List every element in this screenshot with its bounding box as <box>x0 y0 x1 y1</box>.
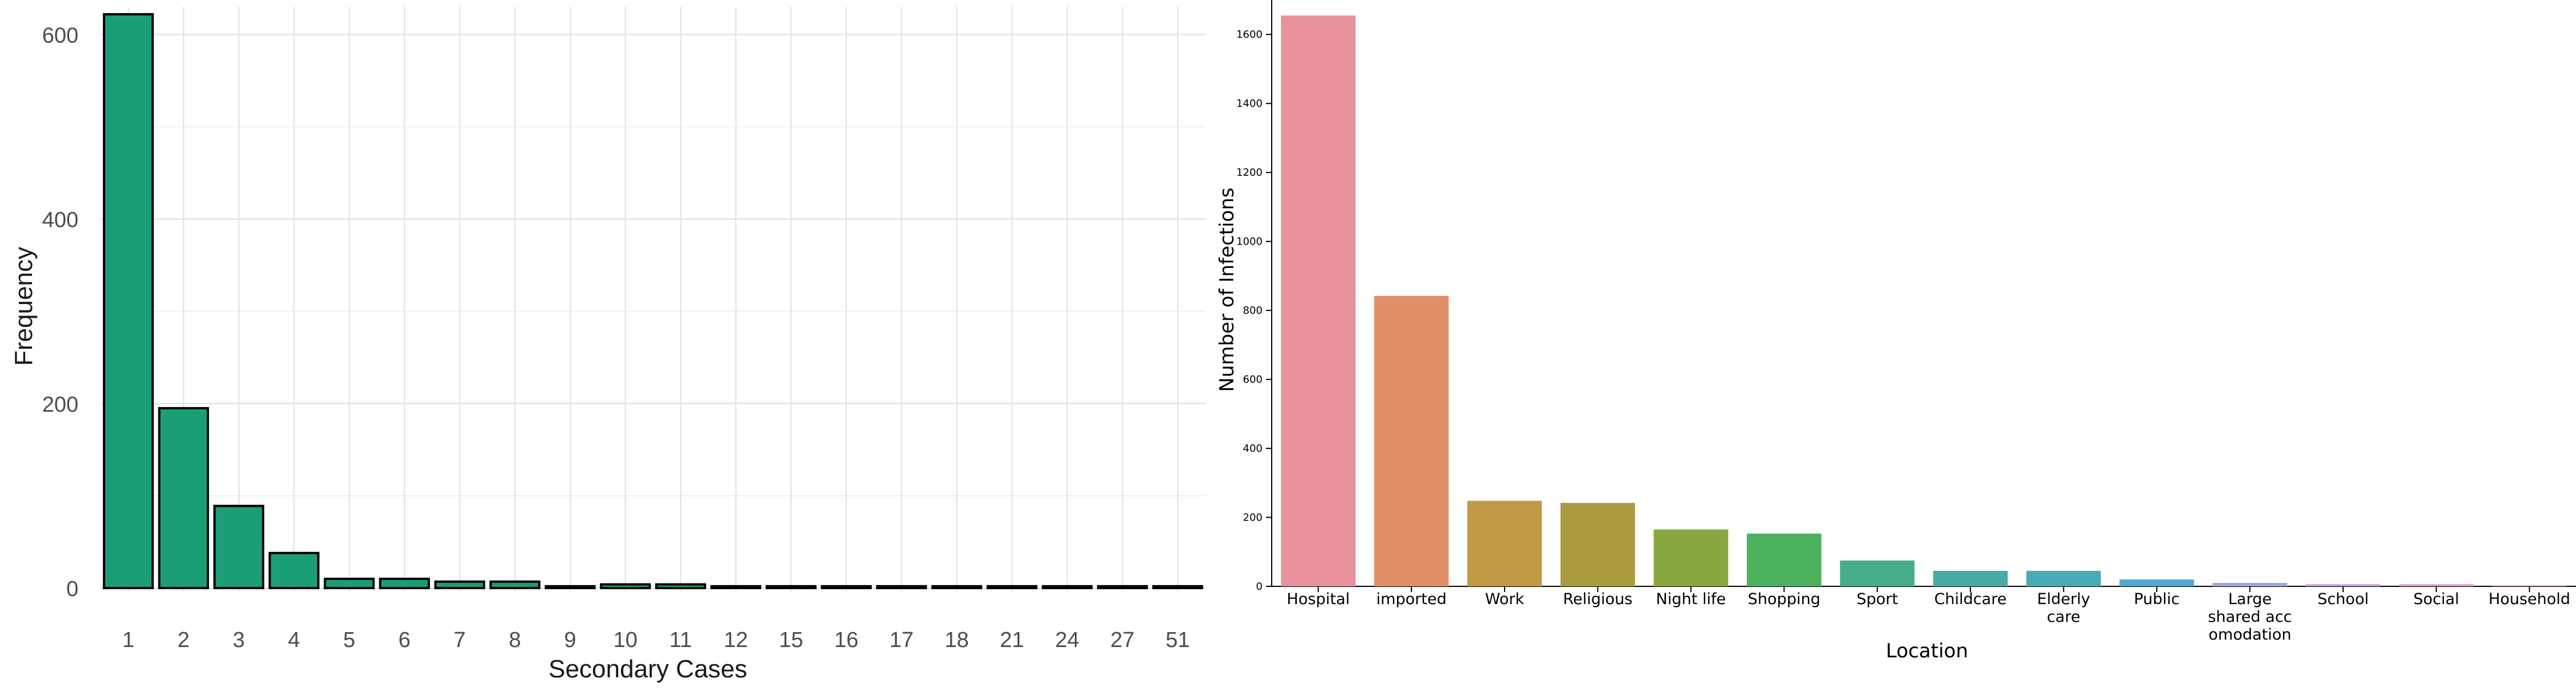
right-bar <box>1560 503 1635 586</box>
left-x-tick-label: 18 <box>945 628 969 652</box>
left-bar <box>821 585 872 589</box>
right-bar <box>1374 295 1449 586</box>
left-bars <box>102 13 1204 590</box>
right-y-tick-label: 1400 <box>1236 98 1263 110</box>
left-x-tick-label: 11 <box>670 628 692 652</box>
left-bar <box>1097 585 1148 589</box>
right-bar <box>1933 570 2008 586</box>
left-bar <box>434 580 485 590</box>
left-x-tick-label: 6 <box>398 628 410 652</box>
right-bar <box>1839 560 1915 586</box>
left-y-axis-title: Frequency <box>10 247 38 366</box>
left-x-tick-label: 1 <box>122 628 134 652</box>
right-y-axis-title: Number of Infections <box>1216 188 1238 392</box>
right-y-tick-labels: 0 200 400 600 800 1000 1200 1400 1600 <box>1236 29 1272 593</box>
left-x-tick-label: 4 <box>288 628 300 652</box>
left-x-axis-title: Secondary Cases <box>548 655 747 683</box>
left-x-tick-label: 51 <box>1166 628 1190 652</box>
right-bar <box>2119 579 2194 586</box>
right-x-axis-title: Location <box>1886 640 1968 663</box>
left-bar <box>489 580 541 590</box>
left-x-tick-label: 16 <box>834 628 858 652</box>
left-y-tick-label: 400 <box>42 208 78 232</box>
right-x-tick-label: Shopping <box>1748 590 1821 608</box>
left-y-tick-labels: 0 200 400 600 <box>42 23 78 601</box>
left-bar <box>213 504 264 589</box>
left-x-tick-label: 10 <box>614 628 638 652</box>
right-bar <box>1653 529 1728 586</box>
left-x-tick-label: 3 <box>233 628 245 652</box>
left-bar <box>158 407 209 589</box>
right-x-tick-label: Childcare <box>1934 590 2007 608</box>
left-x-tick-label: 7 <box>454 628 466 652</box>
left-x-tick-labels: 1 2 3 4 5 6 7 8 9 10 11 12 15 16 17 18 21 24 27 51 <box>122 628 1190 652</box>
right-x-tick-label: imported <box>1376 590 1447 608</box>
left-bar <box>986 585 1038 589</box>
right-y-tick-label: 400 <box>1243 443 1263 455</box>
left-bar <box>600 583 651 589</box>
right-bar <box>1467 500 1542 586</box>
left-x-tick-label: 2 <box>177 628 189 652</box>
left-bar <box>102 13 154 589</box>
right-x-tick-label: Elderly care <box>2037 590 2090 626</box>
left-x-tick-label: 5 <box>343 628 355 652</box>
right-y-tick-label: 1600 <box>1236 29 1263 41</box>
left-y-tick-label: 0 <box>66 577 78 601</box>
right-bar <box>2305 584 2381 586</box>
left-x-tick-label: 8 <box>509 628 521 652</box>
left-bar <box>655 583 706 589</box>
right-bar <box>2026 570 2101 586</box>
right-y-tick-label: 1000 <box>1236 236 1263 248</box>
right-y-tick-label: 0 <box>1256 581 1263 593</box>
left-bar <box>876 585 927 589</box>
left-x-tick-label: 15 <box>779 628 803 652</box>
left-bar <box>544 585 596 589</box>
left-x-tick-label: 17 <box>889 628 913 652</box>
left-bar <box>931 585 983 589</box>
right-bars <box>1281 15 2567 586</box>
right-bar <box>1747 533 1822 586</box>
right-x-tick-label: Religious <box>1563 590 1633 608</box>
right-x-tick-labels: Hospital imported Work Religious Night life S… <box>1287 586 2570 644</box>
right-bar <box>2492 585 2567 586</box>
right-x-tick-label: Public <box>2134 590 2180 608</box>
left-x-tick-label: 27 <box>1110 628 1134 652</box>
left-bar <box>710 585 762 589</box>
right-y-tick-label: 200 <box>1243 512 1263 524</box>
left-bar <box>268 551 320 589</box>
left-x-tick-label: 24 <box>1055 628 1079 652</box>
right-y-tick-label: 1200 <box>1236 167 1263 179</box>
right-x-tick-label: Night life <box>1656 590 1726 608</box>
right-x-tick-label: Hospital <box>1287 590 1350 608</box>
left-x-tick-label: 9 <box>564 628 576 652</box>
right-x-tick-label: Social <box>2413 590 2459 608</box>
right-bar <box>2213 582 2288 586</box>
left-bar <box>1152 585 1204 589</box>
left-bar <box>323 577 375 590</box>
right-x-tick-label: Sport <box>1857 590 1898 608</box>
left-bar <box>379 577 430 590</box>
left-bar <box>765 585 817 589</box>
infections-by-location-chart: 0 200 400 600 800 1000 1200 1400 1600 Hospital im… <box>1216 0 2576 663</box>
left-x-tick-label: 12 <box>724 628 748 652</box>
right-bar <box>2399 584 2474 586</box>
left-x-tick-label: 21 <box>1000 628 1024 652</box>
left-y-tick-label: 200 <box>42 393 78 417</box>
right-bar <box>1281 15 1356 586</box>
right-y-tick-label: 800 <box>1243 305 1263 317</box>
right-x-tick-label: Household <box>2488 590 2570 608</box>
left-y-tick-label: 600 <box>42 23 78 48</box>
left-bar <box>1042 585 1093 589</box>
right-x-tick-label: School <box>2317 590 2369 608</box>
right-x-tick-label: Large shared acc omodation <box>2208 590 2292 644</box>
right-y-tick-label: 600 <box>1243 374 1263 386</box>
left-gridlines <box>101 7 1205 592</box>
right-x-tick-label: Work <box>1485 590 1525 608</box>
